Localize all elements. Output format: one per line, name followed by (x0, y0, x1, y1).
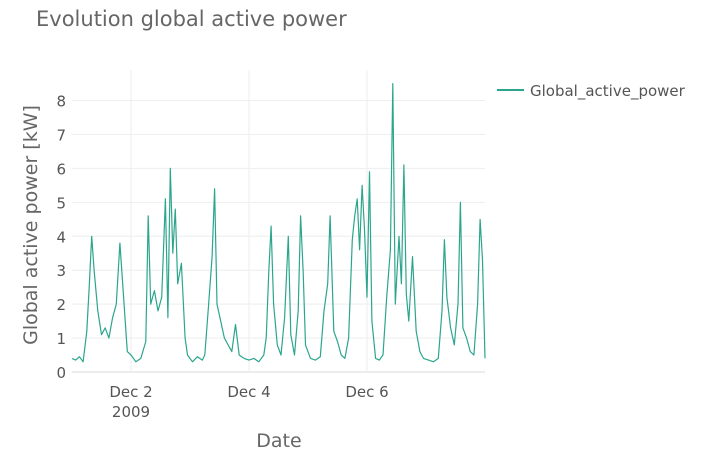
y-tick-label: 0 (56, 364, 66, 382)
x-tick-sublabel: 2009 (112, 403, 150, 421)
y-tick-label: 7 (56, 126, 66, 144)
y-tick-label: 6 (56, 160, 66, 178)
y-axis-ticks: 0 1 2 3 4 5 6 7 8 (56, 93, 66, 382)
gridlines (72, 70, 485, 373)
y-tick-label: 4 (56, 228, 66, 246)
y-axis-label: Global active power [kW] (20, 105, 42, 345)
series-line-global-active-power[interactable] (71, 82, 486, 363)
y-tick-label: 3 (56, 262, 66, 280)
y-tick-label: 2 (56, 296, 66, 314)
x-axis-ticks: Dec 2 2009 Dec 4 Dec 6 (109, 383, 388, 421)
y-tick-label: 1 (56, 330, 66, 348)
y-tick-label: 5 (56, 194, 66, 212)
chart-title: Evolution global active power (36, 7, 347, 31)
legend[interactable]: Global_active_power (497, 82, 686, 101)
x-axis-label: Date (256, 430, 301, 452)
series-layer (71, 82, 486, 363)
x-tick-label: Dec 2 (109, 383, 152, 401)
y-tick-label: 8 (56, 93, 66, 111)
legend-item-label: Global_active_power (530, 82, 686, 101)
x-tick-label: Dec 6 (345, 383, 388, 401)
x-tick-label: Dec 4 (227, 383, 270, 401)
